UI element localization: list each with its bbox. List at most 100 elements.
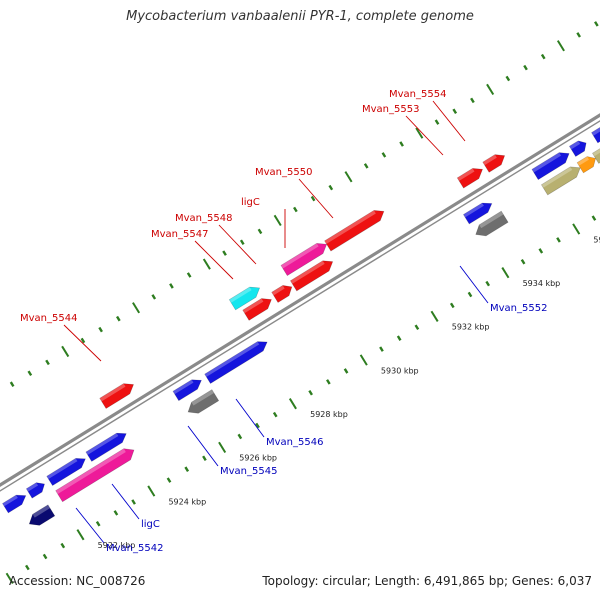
tick-mark-reverse [131, 499, 136, 505]
gene-arrow-orange-highlight [577, 156, 589, 166]
gene-arrow-blue[interactable] [531, 148, 572, 181]
gene-arrow-mvan-5545[interactable] [172, 376, 204, 402]
tick-mark-reverse [237, 433, 243, 440]
gene-arrow-red[interactable] [290, 257, 335, 292]
tick-mark-reverse [359, 354, 368, 366]
gene-label-forward[interactable]: Mvan_5554 [389, 89, 446, 100]
tick-mark-reverse [501, 267, 510, 279]
tick-mark-forward [27, 370, 33, 377]
gene-label-forward[interactable]: Mvan_5548 [175, 213, 232, 224]
tick-mark-reverse [5, 572, 14, 585]
gene-label-reverse[interactable]: Mvan_5546 [266, 437, 323, 448]
tick-mark-forward [61, 345, 70, 358]
callout-line-reverse [235, 398, 265, 438]
gene-label-forward[interactable]: Mvan_5544 [20, 313, 77, 324]
tick-mark-reverse [76, 529, 85, 541]
gene-arrow-mvan-5548-highlight [229, 287, 252, 303]
tick-mark-reverse [202, 455, 207, 462]
gene-arrow-blue[interactable] [25, 479, 47, 499]
tick-mark-reverse [343, 368, 349, 374]
tick-mark-reverse [113, 510, 119, 516]
gene-arrow-mvan-5550-highlight [324, 210, 376, 244]
gene-arrow-red[interactable] [271, 282, 295, 303]
callout-line-forward [218, 224, 257, 265]
gene-label-forward[interactable]: ligC [241, 197, 260, 208]
tick-mark-reverse [485, 280, 491, 287]
tick-mark-reverse [288, 398, 297, 410]
gene-arrow-blue[interactable] [2, 491, 29, 514]
gene-arrow-blue[interactable] [46, 454, 89, 486]
gene-arrow-gray-highlight [191, 389, 214, 406]
gene-arrow-mvan-5544-highlight [99, 383, 126, 402]
backbone-line-inner [0, 120, 600, 492]
tick-mark-reverse [95, 521, 101, 527]
gene-arrow-mvan-5550[interactable] [324, 206, 387, 252]
tick-mark-reverse [538, 248, 544, 254]
gene-label-forward[interactable]: Mvan_5547 [151, 229, 208, 240]
tick-label: 5926 kbp [239, 454, 277, 463]
gene-arrow-red-highlight [290, 260, 325, 284]
tick-mark-reverse [326, 379, 331, 385]
map-title: Mycobacterium vanbaalenii PYR-1, complet… [126, 9, 474, 24]
gene-arrow-olive-highlight [541, 166, 573, 188]
gene-arrow-blue[interactable] [85, 429, 129, 462]
tick-mark-forward [9, 381, 15, 387]
tick-mark-forward [523, 64, 528, 71]
gene-arrow-mvan-5553-highlight [457, 168, 475, 181]
callout-line-reverse [187, 425, 219, 467]
gene-label-reverse[interactable]: Mvan_5545 [220, 466, 277, 477]
gene-arrow-mvan-5544[interactable] [99, 379, 137, 409]
gene-arrow-ligc-highlight [280, 243, 319, 269]
tick-mark-forward [169, 283, 174, 289]
gene-label-forward[interactable]: Mvan_5550 [255, 167, 312, 178]
tick-mark-forward [470, 97, 475, 104]
tick-mark-forward [45, 359, 50, 366]
tick-mark-reverse [591, 215, 597, 221]
gene-arrow-olive[interactable] [540, 163, 583, 196]
tick-mark-forward [594, 21, 599, 27]
tick-mark-reverse [184, 466, 190, 472]
tick-mark-forward [257, 228, 263, 235]
gene-arrow-ligc[interactable] [280, 239, 330, 277]
backbone [0, 113, 600, 492]
tick-mark-reverse [25, 564, 30, 571]
tick-label: 5922 kbp [98, 541, 136, 550]
gene-label-reverse[interactable]: Mvan_5542 [106, 543, 163, 554]
gene-label-reverse[interactable]: ligC [141, 519, 160, 530]
gene-arrow-blue-highlight [26, 482, 39, 492]
tick-mark-reverse [414, 324, 420, 331]
tick-mark-reverse [308, 390, 313, 396]
gene-arrow-mvan-5554[interactable] [482, 151, 508, 173]
tick-label: 5936 kbp [593, 235, 600, 244]
gene-arrow-mvan-5547[interactable] [242, 294, 275, 321]
gene-arrow-mvan-5553[interactable] [456, 164, 485, 189]
gene-arrow-mvan-5546-highlight [204, 341, 260, 377]
gene-arrow-mvan-5552[interactable] [463, 199, 494, 225]
gene-arrow-pink[interactable] [55, 444, 138, 503]
gene-arrow-mvan-5548[interactable] [228, 283, 263, 311]
gene-arrow-red-highlight [271, 285, 285, 296]
gene-arrow-navy[interactable] [26, 504, 56, 530]
tick-mark-forward [556, 40, 565, 52]
gene-arrow-olive[interactable] [592, 129, 600, 164]
gene-label-forward[interactable]: Mvan_5553 [362, 104, 419, 115]
tick-mark-reverse [449, 302, 455, 309]
tick-mark-forward [505, 75, 511, 82]
tick-mark-forward [186, 272, 192, 278]
gene-arrow-pink-highlight [55, 448, 126, 494]
tick-mark-forward [452, 108, 458, 115]
tick-marks [5, 21, 599, 585]
tick-mark-reverse [572, 223, 581, 235]
gene-arrow-gray[interactable] [185, 389, 220, 418]
gene-arrow-blue[interactable] [568, 138, 589, 157]
accession-text: Accession: NC_008726 [9, 574, 146, 588]
gene-arrow-orange[interactable] [576, 153, 599, 174]
gene-label-reverse[interactable]: Mvan_5552 [490, 303, 547, 314]
gene-arrow-gray[interactable] [472, 210, 509, 240]
callout-line-reverse [459, 265, 489, 304]
callout-line-reverse [111, 483, 140, 520]
tick-mark-forward [239, 239, 245, 246]
tick-mark-forward [293, 206, 298, 213]
gene-arrow-mvan-5546[interactable] [204, 337, 270, 384]
